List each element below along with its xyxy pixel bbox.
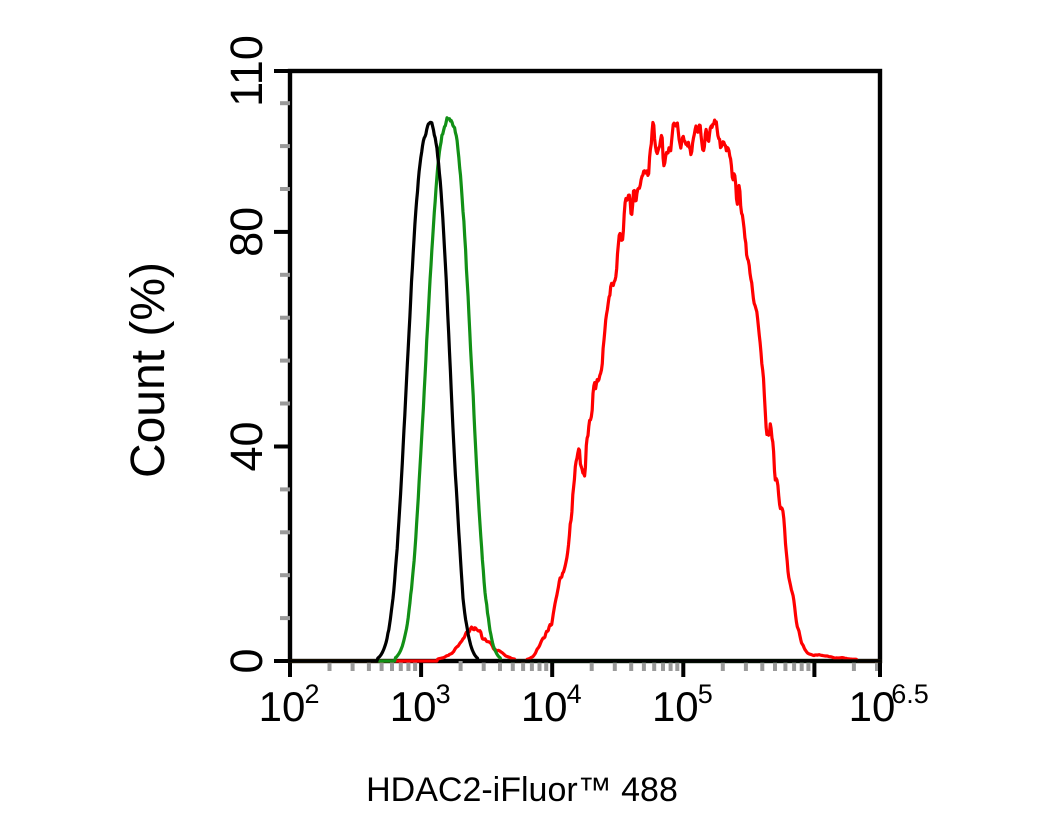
svg-text:0: 0 xyxy=(221,648,272,673)
svg-text:10: 10 xyxy=(849,683,896,730)
svg-text:40: 40 xyxy=(221,421,272,471)
svg-text:10: 10 xyxy=(652,683,699,730)
svg-text:80: 80 xyxy=(221,207,272,257)
svg-text:5: 5 xyxy=(698,679,713,709)
svg-text:6.5: 6.5 xyxy=(891,679,929,709)
svg-text:4: 4 xyxy=(567,679,582,709)
svg-text:HDAC2-iFluor™ 488: HDAC2-iFluor™ 488 xyxy=(366,771,678,809)
svg-text:3: 3 xyxy=(436,679,451,709)
svg-text:110: 110 xyxy=(221,35,272,107)
svg-text:2: 2 xyxy=(304,679,319,709)
svg-text:Count (%): Count (%) xyxy=(122,262,175,478)
svg-text:10: 10 xyxy=(259,683,306,730)
svg-text:10: 10 xyxy=(521,683,568,730)
svg-text:10: 10 xyxy=(390,683,437,730)
